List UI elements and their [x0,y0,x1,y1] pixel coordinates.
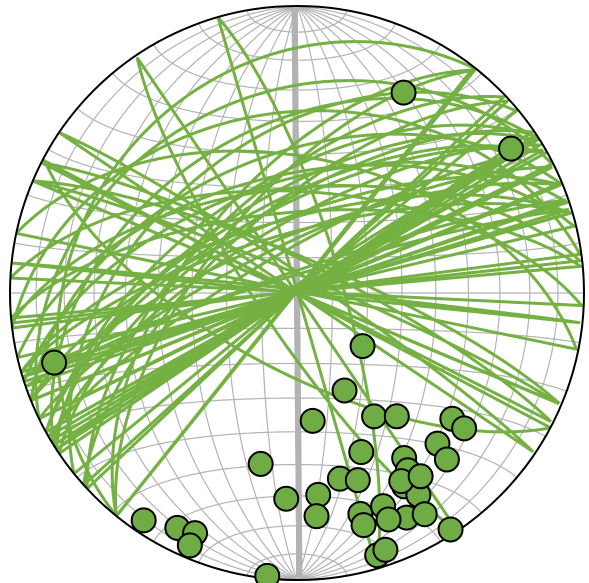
pole [176,532,203,559]
plane [16,163,578,360]
pole [433,446,460,473]
grid-small-circle [76,431,518,478]
pole [383,403,410,430]
plane [10,208,584,320]
plane [10,109,583,330]
pole [273,485,300,512]
pole [331,377,358,404]
plane [85,95,508,490]
grid-small-circle [246,553,348,576]
plane [24,198,567,388]
plane [32,179,561,405]
grid-small-circle [112,463,482,514]
poles [41,79,525,583]
pole [451,415,478,442]
pole [407,463,434,490]
plane [15,149,579,352]
grid-small-circle [198,23,396,61]
pole [375,506,402,533]
pole [361,403,388,430]
pole [437,516,464,543]
plane [32,179,560,406]
pole [305,481,332,508]
pole [411,501,438,528]
pole [130,507,157,534]
plane [44,144,549,434]
pole [390,79,417,106]
pole [349,333,376,360]
grid-small-circle [246,10,348,33]
pole [299,407,326,434]
plane [21,207,570,379]
pole [303,503,330,530]
planes [10,16,584,567]
primitive-circle [9,5,585,581]
plane [34,79,555,421]
pole [254,562,281,583]
plane [22,160,571,384]
plane [29,181,561,402]
pole [498,135,525,162]
plane [11,261,581,325]
pole [348,439,375,466]
pole [372,536,399,563]
pole [247,450,274,477]
grid-small-circle [152,44,442,91]
pole [41,349,68,376]
plane [57,129,537,455]
pole [350,512,377,539]
plane [19,202,576,374]
pole [344,467,371,494]
